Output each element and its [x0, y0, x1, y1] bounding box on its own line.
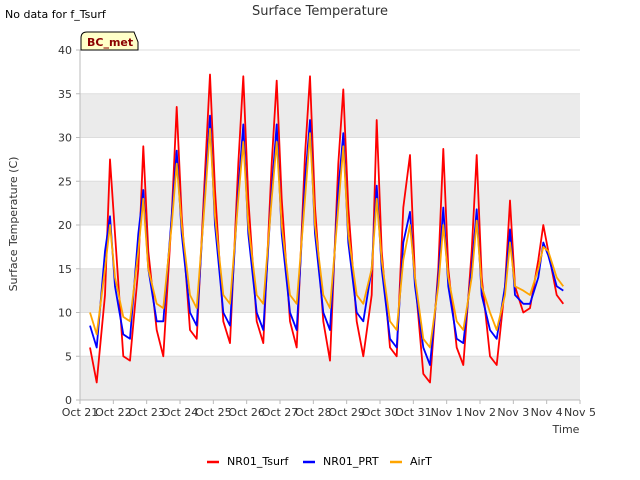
y-axis-label: Surface Temperature (C): [7, 157, 20, 292]
x-tick-label: Nov 5: [564, 406, 596, 419]
x-tick-label: Nov 4: [531, 406, 563, 419]
data-series: [89, 73, 565, 384]
series-line-airt: [89, 127, 565, 349]
legend-label: NR01_PRT: [323, 455, 379, 468]
x-tick-label: Oct 30: [362, 406, 399, 419]
site-badge: BC_met: [80, 31, 139, 51]
legend: NR01_Tsurf NR01_PRT AirT: [207, 455, 432, 468]
legend-label: AirT: [410, 455, 432, 468]
x-tick-label: Nov 1: [431, 406, 463, 419]
x-tick-label: Oct 29: [328, 406, 365, 419]
x-tick-label: Oct 24: [162, 406, 199, 419]
y-tick-label: 35: [58, 88, 72, 101]
y-tick-label: 30: [58, 132, 72, 145]
x-tick-label: Oct 21: [62, 406, 99, 419]
x-tick-label: Oct 31: [395, 406, 432, 419]
badge-shape: [80, 31, 139, 51]
x-tick-label: Oct 28: [295, 406, 332, 419]
chart-title: Surface Temperature: [252, 4, 388, 19]
x-tick-label: Nov 3: [497, 406, 529, 419]
y-tick-label: 25: [58, 175, 72, 188]
grid-band: [80, 93, 580, 138]
x-tick-label: Oct 25: [195, 406, 232, 419]
x-tick-label: Oct 26: [228, 406, 265, 419]
grid-band: [80, 181, 580, 225]
grid-band: [80, 356, 580, 400]
x-tick-label: Oct 22: [95, 406, 132, 419]
y-tick-label: 40: [58, 44, 72, 57]
x-axis-label: Time: [552, 423, 580, 436]
x-tick-label: Oct 27: [262, 406, 299, 419]
badge-label: BC_met: [87, 36, 133, 49]
y-tick-label: 20: [58, 219, 72, 232]
y-tick-label: 15: [58, 263, 72, 276]
legend-label: NR01_Tsurf: [227, 455, 289, 468]
y-tick-label: 10: [58, 307, 72, 320]
x-tick-label: Nov 2: [464, 406, 496, 419]
y-tick-label: 0: [65, 394, 72, 407]
x-tick-label: Oct 23: [128, 406, 165, 419]
no-data-note: No data for f_Tsurf: [5, 8, 107, 21]
y-tick-label: 5: [65, 350, 72, 363]
